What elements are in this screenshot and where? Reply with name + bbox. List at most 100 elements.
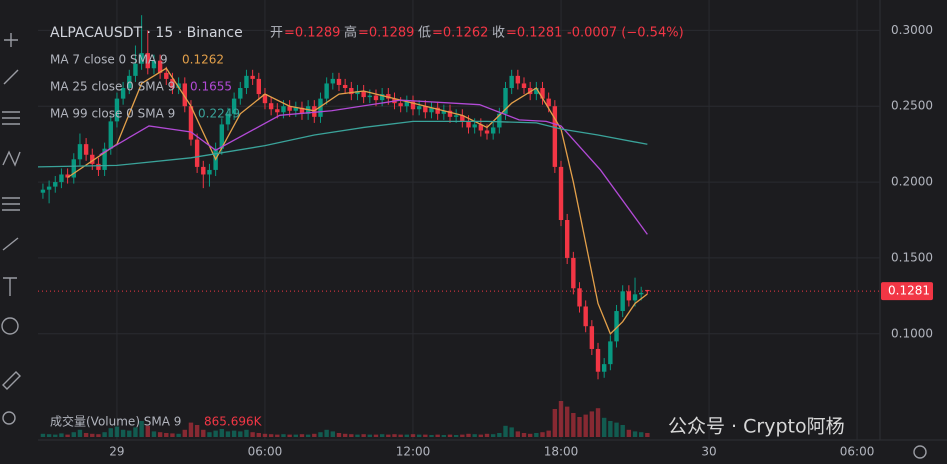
fib-tool[interactable]: [2, 111, 20, 125]
y-tick-label: 0.2000: [891, 175, 933, 189]
volume-value: 865.696K: [204, 415, 263, 429]
toolbar: [1, 33, 21, 425]
candle-body: [281, 106, 286, 113]
candle-body: [176, 83, 181, 88]
volume-bar: [466, 433, 471, 437]
x-tick-label: 06:00: [840, 445, 875, 459]
volume-bar: [577, 417, 582, 437]
volume-bar: [515, 431, 521, 437]
candle-body: [231, 98, 237, 114]
volume-bar: [59, 433, 64, 437]
candle-body: [330, 78, 336, 84]
settings-button[interactable]: [913, 445, 927, 459]
volume-bar: [534, 433, 539, 437]
candle-body: [466, 121, 471, 128]
candle-body: [151, 60, 157, 69]
legend-name: MA 7 close 0 SMA 9: [50, 53, 168, 67]
open-label: 开: [270, 26, 283, 41]
close-label: 收: [492, 26, 505, 41]
candle-body: [571, 257, 576, 289]
volume-bar: [133, 427, 138, 437]
emoji-tool[interactable]: [1, 317, 19, 335]
candle-body: [583, 306, 588, 327]
ruler-tool[interactable]: [2, 371, 21, 390]
volume-bar: [71, 432, 76, 437]
candle-body: [120, 88, 126, 99]
volume-bar: [558, 401, 564, 437]
volume-bar: [194, 425, 200, 437]
candle-body: [404, 101, 410, 107]
volume-bar: [312, 433, 317, 437]
candle-body: [262, 94, 268, 104]
last-price-box: [881, 282, 933, 301]
volume-bar: [238, 431, 243, 437]
volume-bar: [608, 421, 613, 437]
volume-bar: [293, 434, 299, 437]
volume-bar: [373, 434, 379, 437]
volume-bar: [268, 434, 274, 437]
candle-body: [53, 182, 58, 187]
volume-bar: [472, 434, 477, 437]
volume-bar: [250, 432, 255, 437]
zoom-tool[interactable]: [2, 411, 16, 425]
text-tool[interactable]: [3, 277, 17, 296]
line-tool[interactable]: [3, 69, 19, 85]
volume-bar: [571, 413, 576, 437]
high-label: 高: [344, 25, 357, 41]
candle-body: [441, 110, 447, 114]
volume-bar: [509, 427, 514, 437]
volume-bar: [361, 434, 366, 437]
candle-body: [595, 348, 601, 372]
volume-bar: [645, 433, 650, 437]
legend-value: 0.1262: [182, 53, 224, 67]
volume-bar: [398, 434, 403, 437]
candle-body: [521, 83, 527, 88]
volume-pane: [40, 401, 650, 437]
volume-bar: [65, 434, 70, 437]
candle-body: [256, 78, 261, 95]
volume-bar: [638, 432, 644, 437]
high-value: =0.1289: [358, 26, 414, 41]
volume-bar: [53, 434, 58, 437]
volume-bar: [410, 434, 416, 437]
candle-body: [626, 291, 632, 301]
x-tick-label: 29: [109, 445, 124, 459]
volume-bar: [231, 430, 237, 437]
volume-bar: [540, 432, 545, 437]
candle-body: [632, 294, 638, 301]
candle-body: [601, 364, 607, 372]
candle-body: [386, 94, 391, 99]
volume-bar: [157, 432, 163, 437]
candle-body: [157, 60, 163, 73]
volume-bar: [336, 433, 342, 437]
y-tick-label: 0.1000: [891, 326, 933, 340]
volume-bar: [127, 430, 132, 437]
projection-tool[interactable]: [2, 197, 20, 211]
crosshair-tool[interactable]: [4, 33, 18, 47]
ma-line: [99, 99, 648, 235]
candle-body: [312, 106, 317, 117]
candle-body: [250, 75, 255, 79]
volume-bar: [170, 433, 175, 437]
brush-tool[interactable]: [2, 237, 19, 251]
volume-bar: [392, 434, 397, 437]
volume-bar: [441, 435, 447, 437]
y-tick-label: 0.2500: [891, 99, 933, 113]
volume-bar: [90, 433, 95, 437]
volume-bar: [281, 434, 286, 437]
candle-body: [188, 106, 194, 140]
candle-body: [379, 94, 385, 101]
volume-bar: [552, 409, 558, 437]
candle-body: [552, 106, 558, 167]
candle-body: [478, 124, 484, 131]
candle-body: [77, 144, 83, 160]
low-label: 低: [418, 26, 431, 41]
pattern-tool[interactable]: [2, 150, 21, 167]
candle-body: [410, 101, 416, 110]
volume-bar: [299, 434, 305, 437]
volume-bar: [225, 431, 231, 437]
candle-body: [490, 127, 496, 134]
candle-body: [367, 95, 373, 98]
candle-body: [182, 83, 187, 107]
